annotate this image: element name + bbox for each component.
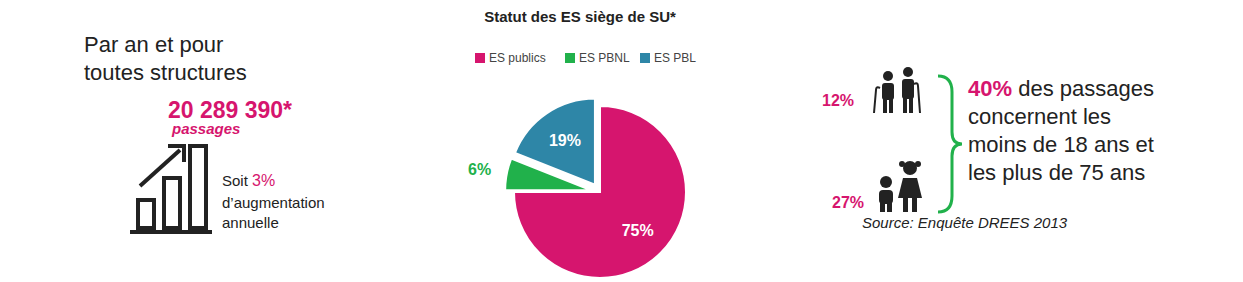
data-label: 6% — [468, 161, 491, 178]
growth-icon — [130, 146, 212, 232]
icon-part — [898, 178, 922, 198]
icon-part — [903, 161, 917, 175]
data-label: 19% — [549, 132, 581, 149]
growth-text: d’augmentation — [222, 194, 325, 211]
growth-lead: Soit — [222, 172, 252, 189]
icon-part — [883, 99, 887, 113]
icon-arrow-head — [168, 146, 184, 162]
icon-part — [902, 79, 914, 99]
icon-part — [889, 99, 893, 113]
legend-label: ES publics — [489, 51, 546, 65]
icon-bar — [138, 200, 154, 228]
icon-part — [903, 67, 913, 77]
children-icon — [879, 161, 922, 212]
pie-labels: 75% 6% 19% — [468, 132, 654, 238]
chart-title: Statut des ES siège de SU* — [484, 8, 676, 25]
icon-part — [887, 203, 892, 212]
icon-part — [914, 83, 920, 113]
summary-highlight: 40% — [968, 76, 1012, 101]
heading: Par an et pour — [84, 32, 223, 57]
icon-part — [912, 197, 917, 212]
icon-part — [909, 98, 913, 113]
icon-part — [903, 98, 907, 113]
summary-text: moins de 18 ans et — [968, 132, 1154, 157]
icon-bar — [164, 178, 180, 228]
icon-part — [880, 176, 892, 188]
icon-part — [874, 87, 880, 113]
icon-part — [903, 197, 908, 212]
growth-highlight: 3% — [252, 172, 275, 189]
legend-swatch — [640, 53, 650, 63]
brace — [938, 76, 962, 212]
summary-text: les plus de 75 ans — [968, 160, 1145, 185]
heading: toutes structures — [84, 60, 247, 85]
total-unit: passages — [171, 120, 240, 137]
icon-part — [879, 190, 893, 204]
summary-line: 40% des passages — [968, 76, 1154, 101]
summary-text: des passages — [1012, 76, 1154, 101]
icon-part — [915, 161, 921, 167]
icon-part — [880, 203, 885, 212]
elderly-share: 12% — [822, 92, 854, 109]
legend: ES publics ES PBNL ES PBL — [475, 51, 696, 65]
legend-label: ES PBNL — [579, 51, 630, 65]
source: Source: Enquête DREES 2013 — [862, 214, 1068, 231]
icon-part — [883, 71, 893, 81]
pie-slices — [505, 99, 686, 278]
icon-base — [130, 230, 212, 234]
data-label: 75% — [622, 222, 654, 239]
legend-swatch — [475, 53, 485, 63]
pie-slice — [515, 99, 595, 185]
icon-part — [882, 83, 894, 100]
growth-line: Soit 3% — [222, 172, 275, 189]
infographic: Par an et pourtoutes structures20 289 39… — [0, 0, 1243, 282]
right-panel: 12% 27% 40% des passages concernent les moin… — [822, 67, 1154, 231]
legend-label: ES PBL — [654, 51, 696, 65]
summary-text: concernent les — [968, 104, 1111, 129]
icon-part — [899, 161, 905, 167]
pie-chart: Statut des ES siège de SU* ES publics ES P… — [468, 8, 696, 278]
icon-bar — [190, 146, 206, 228]
growth-text: annuelle — [222, 214, 279, 231]
icon-arrow — [140, 150, 180, 186]
legend-swatch — [565, 53, 575, 63]
elderly-icon — [874, 67, 920, 113]
children-share: 27% — [832, 194, 864, 211]
left-panel: Par an et pourtoutes structures20 289 39… — [84, 32, 325, 232]
